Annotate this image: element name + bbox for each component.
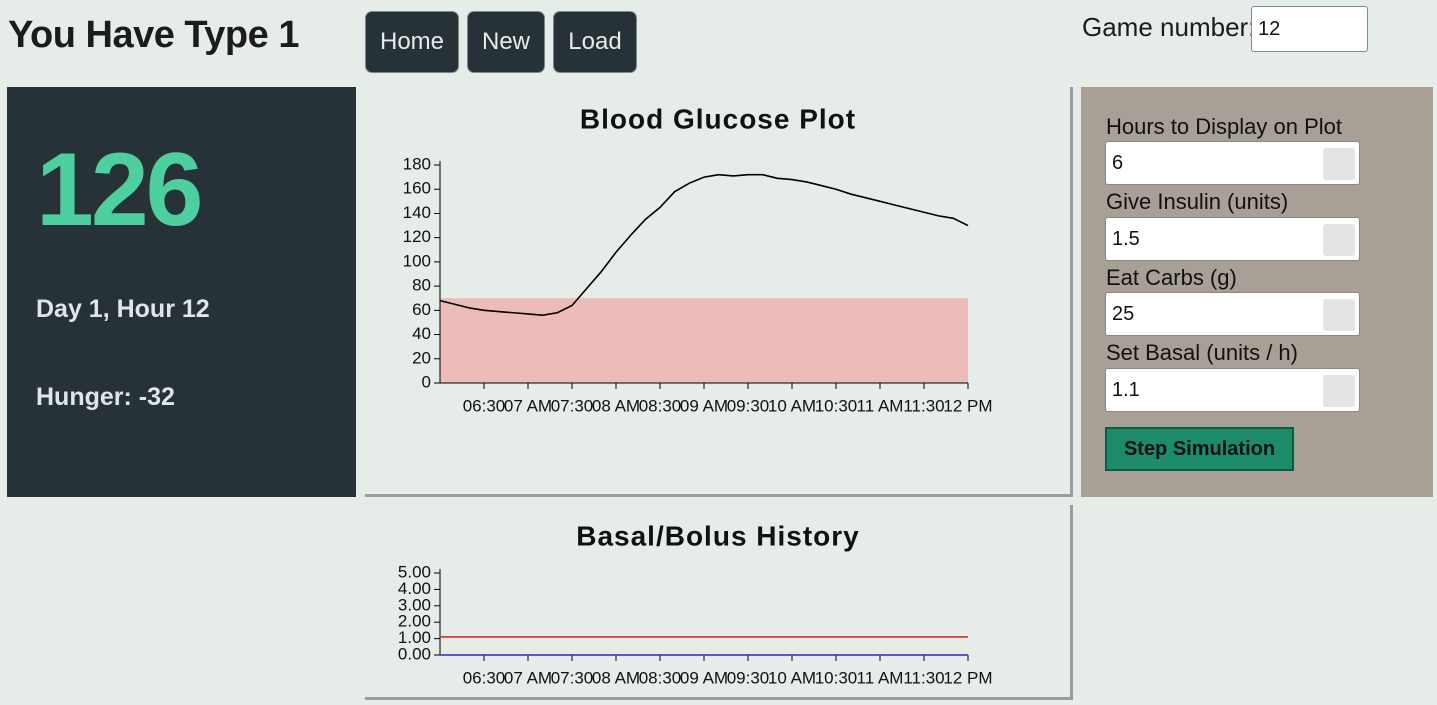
status-panel: 126 Day 1, Hour 12 Hunger: -32 <box>7 87 356 497</box>
x-tick-label: 11 AM <box>857 396 904 415</box>
glucose-panel: Blood Glucose Plot 0 20 40 60 80 100 120 140 160 1… <box>365 87 1073 497</box>
glucose-value: 126 <box>36 132 204 248</box>
y-tick-label: 140 <box>403 203 431 222</box>
y-tick-label: 0.00 <box>398 644 431 663</box>
field-input[interactable]: 1.5 <box>1105 217 1360 261</box>
glucose-chart: Blood Glucose Plot 0 20 40 60 80 100 120 140 160 1… <box>403 103 993 415</box>
x-tick-label: 10:30 <box>815 396 858 415</box>
x-tick-label: 08:30 <box>639 668 682 687</box>
app-title: You Have Type 1 <box>8 14 299 56</box>
spinner[interactable] <box>1323 299 1355 331</box>
spinner[interactable] <box>1323 375 1355 407</box>
spinner[interactable] <box>1323 148 1355 180</box>
low-range-band <box>440 298 968 383</box>
x-tick-label: 10 AM <box>768 668 816 687</box>
x-tick-label: 09 AM <box>680 396 728 415</box>
y-tick-label: 40 <box>412 324 431 343</box>
x-tick-label: 10:30 <box>815 668 858 687</box>
y-tick-label: 5.00 <box>398 562 431 581</box>
step-button[interactable]: Step Simulation <box>1105 427 1294 471</box>
field-label: Give Insulin (units) <box>1106 189 1289 214</box>
y-tick-label: 60 <box>412 300 431 319</box>
field-value: 25 <box>1112 302 1135 325</box>
y-tick-label: 20 <box>412 348 431 367</box>
insulin-chart: Basal/Bolus History 0.001.002.003.004.005… <box>398 520 993 687</box>
x-tick-label: 11 AM <box>857 668 904 687</box>
x-tick-label: 07 AM <box>504 668 552 687</box>
x-tick-label: 08 AM <box>592 396 640 415</box>
time-text: Day 1, Hour 12 <box>36 295 210 323</box>
x-tick-label: 07:30 <box>551 396 594 415</box>
field-value: 6 <box>1112 151 1124 174</box>
y-tick-label: 120 <box>403 227 431 246</box>
y-tick-label: 160 <box>403 179 431 198</box>
y-tick-label: 0 <box>422 372 431 391</box>
x-tick-label: 11:30 <box>903 396 944 415</box>
x-tick-label: 09 AM <box>680 668 728 687</box>
spinner[interactable] <box>1323 224 1355 256</box>
x-tick-label: 12 PM <box>943 396 992 415</box>
x-tick-label: 08 AM <box>592 668 640 687</box>
y-tick-label: 4.00 <box>398 579 431 598</box>
chart-title: Basal/Bolus History <box>576 520 860 551</box>
x-tick-label: 07:30 <box>551 668 594 687</box>
x-tick-label: 11:30 <box>903 668 944 687</box>
field-label: Hours to Display on Plot <box>1106 114 1342 139</box>
game-number-label: Game number: <box>1082 12 1256 42</box>
x-tick-label: 06:30 <box>463 668 506 687</box>
game-number-input[interactable]: 12 <box>1251 6 1368 52</box>
x-tick-label: 10 AM <box>768 396 816 415</box>
home-button[interactable]: Home <box>365 11 459 73</box>
y-tick-label: 100 <box>403 251 431 270</box>
hunger-text: Hunger: -32 <box>36 383 175 411</box>
chart-title: Blood Glucose Plot <box>580 103 856 134</box>
load-button[interactable]: Load <box>553 11 637 73</box>
x-tick-label: 09:30 <box>727 396 770 415</box>
field-input[interactable]: 25 <box>1105 292 1360 336</box>
field-label: Eat Carbs (g) <box>1106 265 1237 290</box>
field-label: Set Basal (units / h) <box>1106 340 1298 365</box>
y-tick-label: 1.00 <box>398 628 431 647</box>
data-line <box>439 173 969 316</box>
field-input[interactable]: 1.1 <box>1105 368 1360 412</box>
x-tick-label: 08:30 <box>639 396 682 415</box>
y-tick-label: 3.00 <box>398 595 431 614</box>
y-tick-label: 80 <box>412 276 431 295</box>
x-tick-label: 07 AM <box>504 396 552 415</box>
insulin-panel: Basal/Bolus History 0.00 1.00 2.00 3.00 4.00 5… <box>365 505 1073 700</box>
y-tick-label: 180 <box>403 154 431 173</box>
y-tick-label: 2.00 <box>398 612 431 631</box>
x-tick-label: 09:30 <box>727 668 770 687</box>
x-tick-label: 06:30 <box>463 396 506 415</box>
field-input[interactable]: 6 <box>1105 141 1360 185</box>
field-value: 1.1 <box>1112 378 1140 401</box>
field-value: 1.5 <box>1112 227 1140 250</box>
controls-panel: Hours to Display on Plot 6 Give Insulin … <box>1081 87 1433 497</box>
new-button[interactable]: New <box>467 11 545 73</box>
x-tick-label: 12 PM <box>943 668 992 687</box>
